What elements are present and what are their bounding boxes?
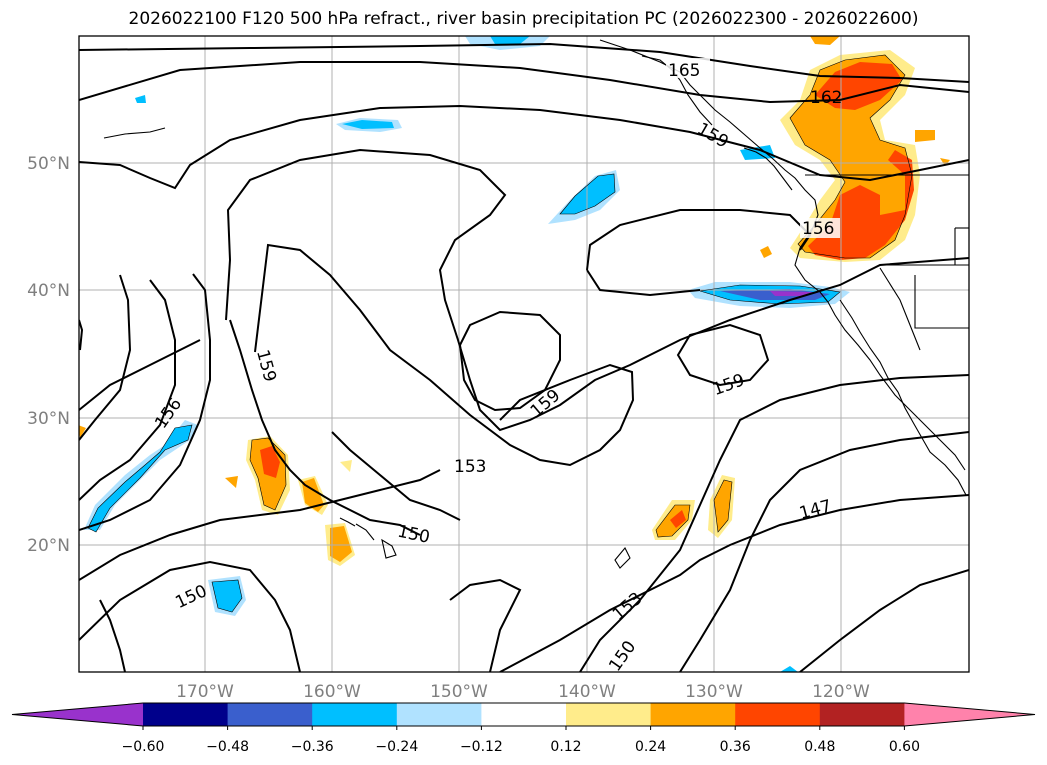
lon-label: 140°W xyxy=(558,682,616,702)
colorbar: −0.60 −0.48 −0.36 −0.24 −0.12 0.12 0.24 0.36 0.4… xyxy=(11,702,1036,755)
lat-label: 40°N xyxy=(27,281,70,301)
contour-label: 156 xyxy=(802,219,834,239)
lon-label: 130°W xyxy=(685,682,743,702)
map-title: 2026022100 F120 500 hPa refract., river … xyxy=(128,9,919,29)
longitude-labels: 170°W 160°W 150°W 140°W 130°W 120°W xyxy=(176,682,870,702)
colorbar-extend-high xyxy=(904,703,1035,726)
colorbar-tick-label: −0.12 xyxy=(460,739,503,755)
colorbar-tick-label: −0.24 xyxy=(375,739,418,755)
latitude-labels: 50°N 40°N 30°N 20°N xyxy=(27,154,70,556)
colorbar-segment xyxy=(819,703,905,726)
lat-label: 30°N xyxy=(27,409,70,429)
colorbar-segment xyxy=(735,703,821,726)
lon-label: 120°W xyxy=(812,682,870,702)
lat-label: 50°N xyxy=(27,154,70,174)
map-frame xyxy=(78,35,970,673)
colorbar-tick-label: −0.60 xyxy=(122,739,165,755)
colorbar-tick-label: −0.36 xyxy=(291,739,334,755)
contour-label: 165 xyxy=(668,61,700,81)
colorbar-segment xyxy=(396,703,482,726)
height-contours xyxy=(79,42,969,672)
lon-label: 170°W xyxy=(176,682,234,702)
colorbar-tick-label: 0.48 xyxy=(804,739,835,755)
colorbar-segment xyxy=(650,703,736,726)
colorbar-segment xyxy=(481,703,567,726)
lon-label: 160°W xyxy=(303,682,361,702)
colorbar-segment xyxy=(143,703,229,726)
colorbar-tick-label: 0.36 xyxy=(720,739,751,755)
lat-label: 20°N xyxy=(27,536,70,556)
colorbar-extend-low xyxy=(12,703,143,726)
colorbar-tick-label: −0.48 xyxy=(206,739,249,755)
colorbar-segment xyxy=(566,703,652,726)
contour-label: 153 xyxy=(454,457,486,477)
colorbar-tick-label: 0.24 xyxy=(635,739,666,755)
contour-label: 162 xyxy=(810,88,842,108)
colorbar-tick-label: 0.12 xyxy=(550,739,581,755)
lon-label: 150°W xyxy=(430,682,488,702)
colorbar-segment xyxy=(227,703,313,726)
colorbar-tick-label: 0.60 xyxy=(889,739,920,755)
colorbar-segment xyxy=(312,703,398,726)
anomaly-outlines xyxy=(87,54,913,613)
